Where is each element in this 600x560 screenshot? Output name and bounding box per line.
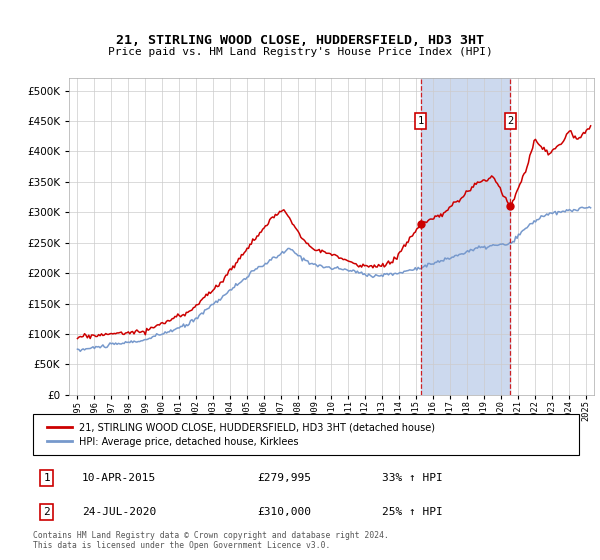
Text: 1: 1 xyxy=(418,116,424,126)
Text: £310,000: £310,000 xyxy=(257,507,311,517)
Text: 2: 2 xyxy=(507,116,514,126)
Text: Price paid vs. HM Land Registry's House Price Index (HPI): Price paid vs. HM Land Registry's House … xyxy=(107,47,493,57)
Text: 2: 2 xyxy=(43,507,50,517)
Text: 33% ↑ HPI: 33% ↑ HPI xyxy=(382,473,443,483)
Text: 10-APR-2015: 10-APR-2015 xyxy=(82,473,157,483)
Text: 1: 1 xyxy=(43,473,50,483)
Legend: 21, STIRLING WOOD CLOSE, HUDDERSFIELD, HD3 3HT (detached house), HPI: Average pr: 21, STIRLING WOOD CLOSE, HUDDERSFIELD, H… xyxy=(43,419,439,450)
FancyBboxPatch shape xyxy=(33,414,579,455)
Bar xyxy=(421,78,511,395)
Text: £279,995: £279,995 xyxy=(257,473,311,483)
Text: 24-JUL-2020: 24-JUL-2020 xyxy=(82,507,157,517)
Text: 25% ↑ HPI: 25% ↑ HPI xyxy=(382,507,443,517)
Text: Contains HM Land Registry data © Crown copyright and database right 2024.
This d: Contains HM Land Registry data © Crown c… xyxy=(33,531,389,550)
Text: 21, STIRLING WOOD CLOSE, HUDDERSFIELD, HD3 3HT: 21, STIRLING WOOD CLOSE, HUDDERSFIELD, H… xyxy=(116,34,484,46)
